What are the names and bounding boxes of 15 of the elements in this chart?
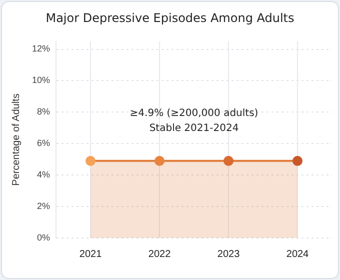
y-axis-title: Percentage of Adults xyxy=(10,94,22,186)
y-tick-label: 0% xyxy=(37,232,50,242)
y-tick-label: 6% xyxy=(37,138,50,148)
annotation: Stable 2021-2024 xyxy=(149,123,239,134)
y-tick-label: 4% xyxy=(37,170,50,180)
annotation: ≥4.9% (≥200,000 adults) xyxy=(130,108,258,120)
chart-title: Major Depressive Episodes Among Adults xyxy=(44,11,296,25)
y-tick-label: 10% xyxy=(32,75,50,86)
x-tick-label: 2022 xyxy=(148,248,172,260)
y-tick-label: 2% xyxy=(37,201,50,212)
x-tick-label: 2024 xyxy=(286,248,310,260)
x-tick-label: 2021 xyxy=(79,248,102,260)
y-tick-label: 12% xyxy=(32,44,50,54)
x-tick-label: 2023 xyxy=(217,248,240,260)
y-tick-label: 8% xyxy=(37,106,50,117)
